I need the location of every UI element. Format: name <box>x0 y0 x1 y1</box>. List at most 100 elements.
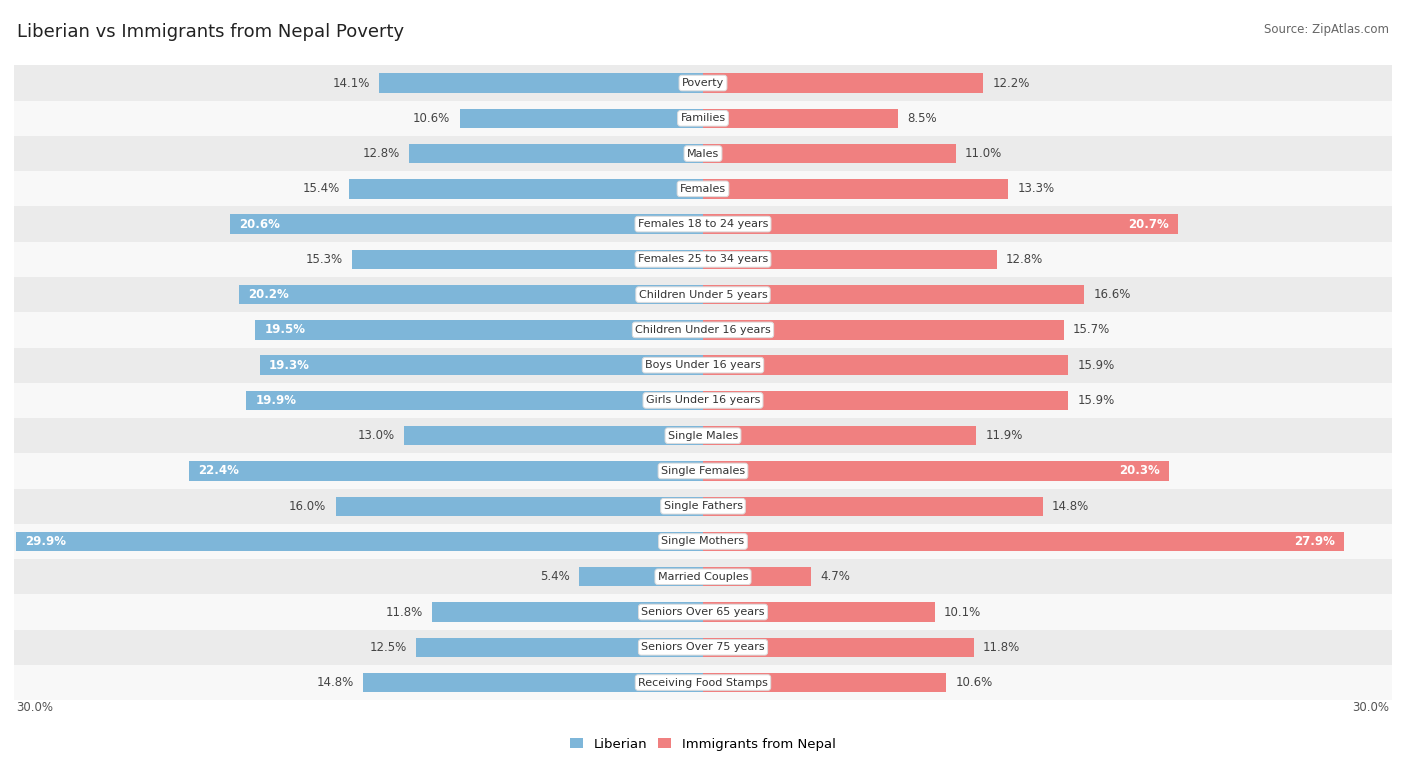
Text: Girls Under 16 years: Girls Under 16 years <box>645 396 761 406</box>
Text: Single Males: Single Males <box>668 431 738 440</box>
Bar <box>703 637 974 657</box>
Bar <box>14 136 1392 171</box>
Bar <box>703 249 997 269</box>
Text: 19.5%: 19.5% <box>264 324 305 337</box>
Bar <box>352 249 703 269</box>
Bar <box>703 567 811 587</box>
Text: 27.9%: 27.9% <box>1294 535 1334 548</box>
Bar <box>703 532 1344 551</box>
Legend: Liberian, Immigrants from Nepal: Liberian, Immigrants from Nepal <box>571 738 835 750</box>
Bar <box>14 65 1392 101</box>
Bar <box>14 665 1392 700</box>
Text: 12.8%: 12.8% <box>363 147 399 160</box>
Bar <box>703 603 935 622</box>
Bar <box>14 312 1392 347</box>
Text: 15.4%: 15.4% <box>302 183 340 196</box>
Text: 11.0%: 11.0% <box>965 147 1002 160</box>
Text: Liberian vs Immigrants from Nepal Poverty: Liberian vs Immigrants from Nepal Povert… <box>17 23 404 41</box>
Bar <box>14 453 1392 489</box>
Text: Seniors Over 75 years: Seniors Over 75 years <box>641 642 765 653</box>
Text: Children Under 16 years: Children Under 16 years <box>636 325 770 335</box>
Text: Boys Under 16 years: Boys Under 16 years <box>645 360 761 370</box>
Text: Seniors Over 65 years: Seniors Over 65 years <box>641 607 765 617</box>
Bar <box>703 144 956 163</box>
Text: 12.8%: 12.8% <box>1007 253 1043 266</box>
Bar <box>336 496 703 516</box>
Bar <box>409 144 703 163</box>
Bar <box>460 108 703 128</box>
Text: 20.2%: 20.2% <box>249 288 290 301</box>
Text: Children Under 5 years: Children Under 5 years <box>638 290 768 299</box>
Bar <box>231 215 703 233</box>
Text: Families: Families <box>681 113 725 124</box>
Text: 11.8%: 11.8% <box>983 641 1021 654</box>
Text: 16.0%: 16.0% <box>290 500 326 512</box>
Bar <box>14 277 1392 312</box>
Bar <box>380 74 703 92</box>
Text: 30.0%: 30.0% <box>17 701 53 715</box>
Text: 8.5%: 8.5% <box>907 111 936 125</box>
Bar <box>14 101 1392 136</box>
Text: Receiving Food Stamps: Receiving Food Stamps <box>638 678 768 688</box>
Bar <box>349 179 703 199</box>
Bar <box>703 673 946 692</box>
Text: Single Mothers: Single Mothers <box>661 537 745 547</box>
Text: 12.2%: 12.2% <box>993 77 1029 89</box>
Text: Females 25 to 34 years: Females 25 to 34 years <box>638 255 768 265</box>
Text: 11.9%: 11.9% <box>986 429 1022 442</box>
Text: 10.6%: 10.6% <box>413 111 450 125</box>
Bar <box>256 320 703 340</box>
Bar <box>703 426 976 446</box>
Bar <box>246 390 703 410</box>
Bar <box>188 462 703 481</box>
Text: 20.7%: 20.7% <box>1129 218 1170 230</box>
Bar <box>703 179 1008 199</box>
Text: 22.4%: 22.4% <box>198 465 239 478</box>
Bar <box>579 567 703 587</box>
Text: Females 18 to 24 years: Females 18 to 24 years <box>638 219 768 229</box>
Text: Males: Males <box>688 149 718 158</box>
Bar <box>703 496 1043 516</box>
Text: Poverty: Poverty <box>682 78 724 88</box>
Bar <box>703 390 1069 410</box>
Bar <box>363 673 703 692</box>
Bar <box>14 171 1392 206</box>
Bar <box>14 383 1392 418</box>
Bar <box>17 532 703 551</box>
Text: 15.7%: 15.7% <box>1073 324 1109 337</box>
Text: 30.0%: 30.0% <box>1353 701 1389 715</box>
Bar <box>405 426 703 446</box>
Text: 15.9%: 15.9% <box>1077 394 1115 407</box>
Bar <box>260 356 703 375</box>
Bar <box>14 630 1392 665</box>
Text: 13.0%: 13.0% <box>359 429 395 442</box>
Text: 12.5%: 12.5% <box>370 641 406 654</box>
Text: 19.3%: 19.3% <box>269 359 309 371</box>
Text: 13.3%: 13.3% <box>1018 183 1054 196</box>
Text: Married Couples: Married Couples <box>658 572 748 581</box>
Text: Single Fathers: Single Fathers <box>664 501 742 511</box>
Bar <box>239 285 703 304</box>
Text: 15.3%: 15.3% <box>305 253 343 266</box>
Bar <box>703 462 1170 481</box>
Bar <box>14 242 1392 277</box>
Text: 5.4%: 5.4% <box>540 570 569 583</box>
Text: 29.9%: 29.9% <box>25 535 66 548</box>
Text: 10.6%: 10.6% <box>956 676 993 689</box>
Bar <box>703 356 1069 375</box>
Bar <box>703 108 898 128</box>
Text: 16.6%: 16.6% <box>1094 288 1130 301</box>
Bar <box>14 524 1392 559</box>
Bar <box>14 489 1392 524</box>
Bar <box>14 559 1392 594</box>
Text: Females: Females <box>681 184 725 194</box>
Text: 14.1%: 14.1% <box>333 77 370 89</box>
Bar <box>14 418 1392 453</box>
Bar <box>703 74 983 92</box>
Bar <box>14 594 1392 630</box>
Text: 14.8%: 14.8% <box>1052 500 1090 512</box>
Text: 15.9%: 15.9% <box>1077 359 1115 371</box>
Bar <box>14 347 1392 383</box>
Text: 4.7%: 4.7% <box>820 570 851 583</box>
Text: 20.3%: 20.3% <box>1119 465 1160 478</box>
